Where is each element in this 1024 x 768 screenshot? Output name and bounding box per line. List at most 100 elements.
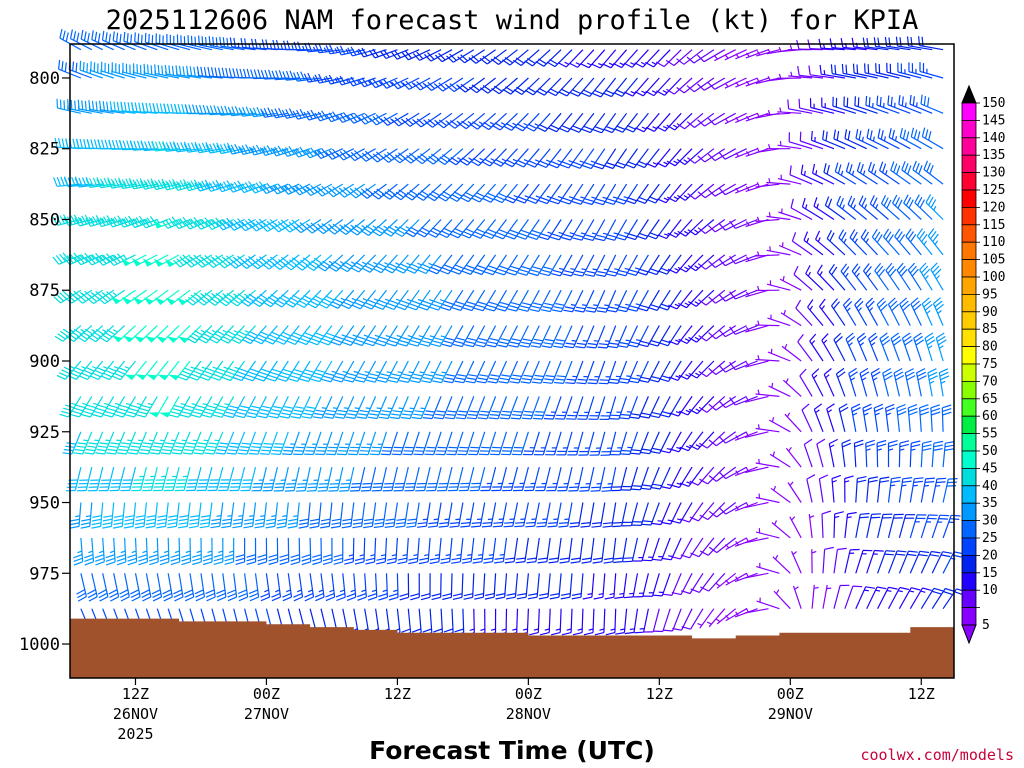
wind-barb: [250, 254, 278, 270]
wind-barb: [101, 61, 125, 79]
wind-barb: [916, 228, 933, 256]
wind-barb: [201, 396, 224, 418]
wind-barb: [479, 49, 507, 65]
wind-barb: [135, 360, 158, 381]
wind-barb: [558, 77, 584, 97]
wind-barb: [314, 110, 343, 122]
wind-barb: [699, 502, 726, 521]
wind-barb: [667, 219, 693, 238]
wind-barb: [604, 573, 617, 600]
wind-barb: [498, 360, 519, 384]
wind-barb: [292, 109, 322, 120]
wind-barb: [645, 112, 671, 132]
wind-barb: [903, 194, 922, 220]
wind-barb: [185, 466, 202, 492]
wind-barb: [56, 98, 82, 114]
wind-barb: [729, 289, 758, 300]
wind-barb: [452, 325, 475, 348]
wind-barb: [389, 396, 409, 420]
colorbar-swatch: [961, 102, 977, 121]
wind-barb: [919, 62, 944, 79]
wind-barb: [834, 162, 857, 185]
colorbar-label: 55: [982, 427, 998, 442]
wind-barb: [557, 49, 584, 68]
wind-barb: [295, 466, 311, 492]
wind-barb: [188, 502, 202, 529]
wind-barb: [666, 148, 693, 167]
y-tick-label: 850: [29, 210, 60, 230]
wind-barb: [463, 573, 475, 600]
wind-barb: [312, 537, 322, 566]
wind-barb: [689, 502, 715, 522]
wind-barb: [524, 49, 551, 67]
x-tick-label: 12Z: [122, 685, 149, 703]
wind-barb: [811, 549, 817, 574]
wind-barb: [755, 320, 780, 327]
wind-barb: [778, 242, 802, 256]
wind-barb: [587, 360, 606, 385]
wind-barb: [157, 360, 180, 381]
wind-barb: [668, 325, 693, 346]
wind-barb: [444, 396, 464, 420]
colorbar-label: 30: [982, 514, 998, 529]
wind-barb: [397, 537, 409, 565]
wind-barb: [801, 197, 824, 221]
wind-barb: [887, 476, 901, 503]
wind-barb: [533, 431, 551, 456]
colorbar-label: 85: [982, 322, 998, 337]
wind-barb: [557, 466, 573, 492]
wind-barb: [790, 198, 813, 221]
wind-barb: [766, 110, 791, 116]
wind-barb: [395, 502, 409, 528]
wind-barb: [591, 502, 606, 528]
wind-barb: [724, 77, 747, 89]
wind-barb: [486, 325, 508, 348]
wind-barb: [290, 537, 301, 566]
wind-barb: [819, 64, 845, 79]
wind-barb: [821, 97, 846, 114]
wind-barb: [246, 396, 267, 419]
wind-barb: [855, 128, 878, 150]
x-tick-label: 00Z: [515, 685, 542, 703]
wind-barb: [885, 403, 895, 432]
wind-barb: [931, 440, 944, 468]
wind-barb: [658, 325, 682, 347]
wind-barb: [678, 289, 704, 309]
wind-barb: [407, 289, 431, 311]
wind-barb: [812, 163, 835, 185]
wind-barb: [330, 502, 344, 529]
wind-barb: [207, 466, 224, 492]
wind-barb: [454, 608, 465, 636]
wind-barb: [655, 49, 682, 68]
wind-barb: [87, 466, 104, 492]
wind-barb: [547, 502, 562, 528]
wind-barb: [336, 45, 365, 56]
wind-barb: [620, 431, 639, 456]
wind-barb: [769, 417, 791, 433]
wind-barb: [729, 360, 758, 371]
colorbar-label: 40: [982, 479, 998, 494]
wind-barb: [353, 325, 377, 347]
wind-barb: [350, 466, 366, 492]
wind-barb: [127, 537, 138, 566]
wind-barb: [656, 77, 682, 96]
wind-barb: [697, 608, 715, 629]
wind-barb: [899, 127, 922, 150]
wind-barb: [447, 148, 475, 166]
wind-barb: [855, 549, 873, 574]
colorbar-label: 65: [982, 392, 998, 407]
wind-barb: [677, 183, 704, 201]
wind-barb: [505, 219, 529, 240]
wind-barb: [729, 218, 758, 229]
wind-barb: [718, 254, 747, 267]
wind-barb: [148, 396, 169, 418]
wind-barb: [451, 289, 475, 311]
wind-barb: [876, 439, 887, 468]
wind-barb: [95, 431, 115, 455]
wind-barb: [665, 49, 693, 67]
wind-barb: [396, 289, 420, 311]
wind-barb: [901, 161, 922, 185]
wind-barb: [464, 325, 486, 348]
wind-barb: [310, 360, 333, 383]
wind-barb: [305, 254, 333, 272]
